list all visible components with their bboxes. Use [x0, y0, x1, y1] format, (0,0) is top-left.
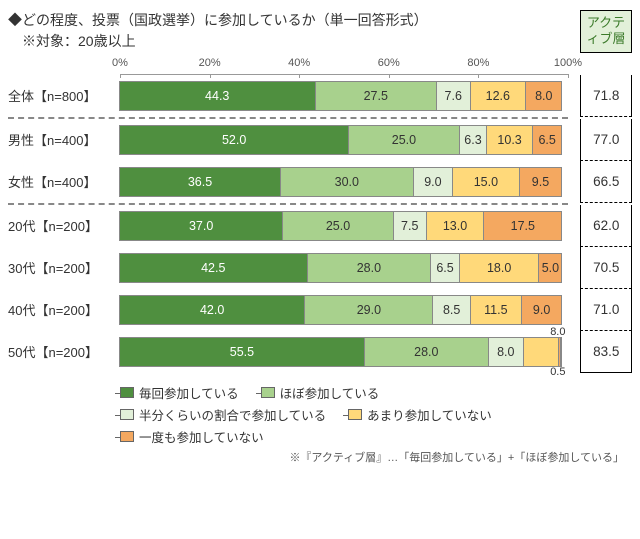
row-label: 40代【n=200】	[8, 300, 119, 319]
active-value: 71.0	[580, 289, 632, 331]
stacked-bar: 55.528.08.08.00.5	[119, 337, 563, 367]
row-label: 50代【n=200】	[8, 342, 119, 361]
row-label: 全体【n=800】	[8, 86, 119, 105]
bar-segment: 18.0	[460, 254, 539, 282]
legend-item: あまり参加していない	[348, 405, 492, 424]
axis-tick: 100%	[554, 57, 582, 69]
axis-tick: 40%	[288, 57, 310, 69]
stacked-bar: 42.029.08.511.59.0	[119, 295, 563, 325]
row-label: 20代【n=200】	[8, 216, 119, 235]
bar-segment: 27.5	[316, 82, 437, 110]
legend-label: ほぼ参加している	[280, 383, 380, 402]
axis-tick: 60%	[378, 57, 400, 69]
bar-segment: 8.0	[489, 338, 524, 366]
bar-segment: 7.5	[394, 212, 427, 240]
data-row: 全体【n=800】44.327.57.612.68.0 71.8	[8, 75, 632, 117]
data-row: 女性【n=400】36.530.09.015.09.5 66.5	[8, 161, 632, 203]
row-label: 30代【n=200】	[8, 258, 119, 277]
data-row: 30代【n=200】42.528.06.518.05.0 70.5	[8, 247, 632, 289]
bar-segment: 6.3	[460, 126, 488, 154]
active-value: 83.5	[580, 331, 632, 373]
stacked-bar: 37.025.07.513.017.5	[119, 211, 563, 241]
bar-segment	[559, 338, 561, 366]
active-value: 62.0	[580, 205, 632, 247]
bar-segment: 30.0	[281, 168, 413, 196]
row-label: 男性【n=400】	[8, 130, 119, 149]
bar-segment: 7.6	[437, 82, 471, 110]
bar-segment: 12.6	[471, 82, 527, 110]
bar-segment: 10.3	[487, 126, 532, 154]
bar-segment: 37.0	[120, 212, 283, 240]
legend-label: 毎回参加している	[139, 383, 239, 402]
outside-value-label: 0.5	[550, 366, 565, 378]
legend-item: 毎回参加している	[120, 383, 239, 402]
legend-swatch	[120, 409, 134, 420]
chart-title: ◆どの程度、投票（国政選挙）に参加しているか（単一回答形式）	[8, 10, 574, 31]
stacked-bar: 42.528.06.518.05.0	[119, 253, 563, 283]
bar-segment: 44.3	[120, 82, 316, 110]
bar-segment: 36.5	[120, 168, 281, 196]
legend-swatch	[120, 431, 134, 442]
bar-segment: 6.5	[431, 254, 460, 282]
stacked-bar: 52.025.06.310.36.5	[119, 125, 563, 155]
bar-segment: 9.5	[520, 168, 562, 196]
legend-label: あまり参加していない	[367, 405, 492, 424]
bar-segment: 42.0	[120, 296, 305, 324]
legend-swatch	[261, 387, 275, 398]
outside-value-label: 8.0	[550, 326, 565, 338]
axis-tick: 80%	[467, 57, 489, 69]
row-label: 女性【n=400】	[8, 172, 119, 191]
bar-segment: 6.5	[533, 126, 562, 154]
bar-segment: 8.5	[433, 296, 471, 324]
bar-segment: 9.0	[522, 296, 562, 324]
active-value: 71.8	[580, 75, 632, 117]
bar-segment: 5.0	[539, 254, 561, 282]
legend-swatch	[348, 409, 362, 420]
bar-segment: 25.0	[283, 212, 393, 240]
data-row: 40代【n=200】42.029.08.511.59.0 71.0	[8, 289, 632, 331]
bar-segment: 28.0	[308, 254, 432, 282]
stacked-bar: 44.327.57.612.68.0	[119, 81, 563, 111]
data-row: 男性【n=400】52.025.06.310.36.5 77.0	[8, 119, 632, 161]
footnote: ※『アクティブ層』…「毎回参加している」+「ほぼ参加している」	[8, 449, 624, 465]
legend-item: ほぼ参加している	[261, 383, 380, 402]
active-column-header: アクティブ層	[580, 10, 632, 53]
bar-segment: 29.0	[305, 296, 433, 324]
legend-label: 一度も参加していない	[139, 427, 264, 446]
axis-tick: 0%	[112, 57, 128, 69]
active-value: 66.5	[580, 161, 632, 203]
data-row: 20代【n=200】37.025.07.513.017.5 62.0	[8, 205, 632, 247]
bar-segment	[524, 338, 559, 366]
legend-label: 半分くらいの割合で参加している	[139, 405, 326, 424]
bar-segment: 9.0	[414, 168, 454, 196]
bar-segment: 42.5	[120, 254, 308, 282]
legend: 毎回参加している ほぼ参加している半分くらいの割合で参加している あまり参加していな…	[120, 383, 580, 446]
bar-segment: 17.5	[484, 212, 561, 240]
bar-segment: 52.0	[120, 126, 349, 154]
data-row: 50代【n=200】55.528.08.08.00.5 83.5	[8, 331, 632, 373]
stacked-bar: 36.530.09.015.09.5	[119, 167, 563, 197]
bar-segment: 11.5	[471, 296, 522, 324]
bar-segment: 13.0	[427, 212, 484, 240]
bar-segment: 25.0	[349, 126, 459, 154]
bar-segment: 15.0	[453, 168, 519, 196]
chart-subtitle: ※対象：20歳以上	[22, 31, 574, 52]
x-axis: 0%20%40%60%80%100%	[120, 57, 568, 75]
bar-segment: 28.0	[365, 338, 489, 366]
active-value: 77.0	[580, 119, 632, 161]
bar-segment: 8.0	[526, 82, 561, 110]
legend-item: 一度も参加していない	[120, 427, 264, 446]
axis-tick: 20%	[199, 57, 221, 69]
legend-swatch	[120, 387, 134, 398]
active-value: 70.5	[580, 247, 632, 289]
legend-item: 半分くらいの割合で参加している	[120, 405, 326, 424]
bar-segment: 55.5	[120, 338, 365, 366]
